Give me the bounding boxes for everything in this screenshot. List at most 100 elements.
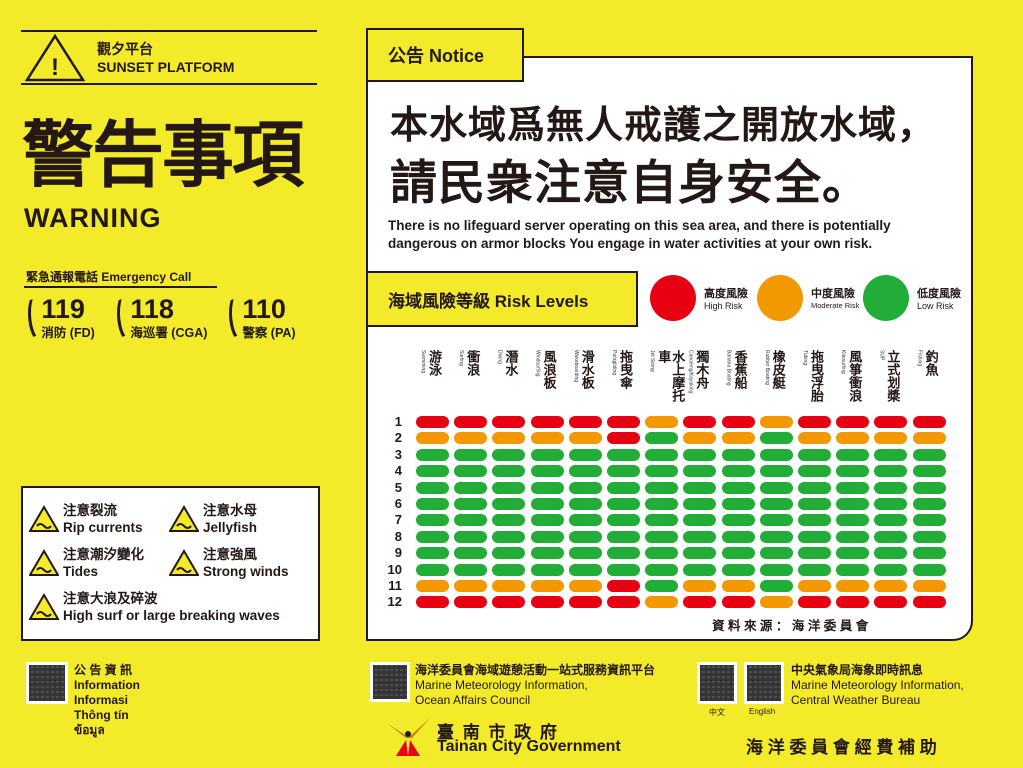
month-label: 4 — [394, 463, 402, 479]
risk-cell — [454, 465, 488, 478]
risk-cell — [759, 416, 793, 428]
risk-cell — [721, 481, 755, 494]
risk-cell — [416, 563, 449, 576]
legend-zh: 低度風險 — [917, 288, 961, 300]
risk-cell — [568, 432, 602, 445]
risk-cell — [530, 547, 564, 560]
phone-label: 警察 (PA) — [242, 326, 296, 340]
emergency-cga[interactable]: (118 海巡署 (CGA) — [113, 293, 207, 341]
activity-header: Kitesurfing 風箏衝浪 — [840, 350, 862, 412]
legend-dot — [863, 275, 909, 321]
risk-cell — [874, 432, 908, 445]
activity-en: Jet Skiing — [649, 350, 656, 372]
risk-cell — [912, 465, 946, 478]
qr-label-zh: 中文 — [709, 708, 725, 717]
hazard-item: 注意裂流 Rip currents — [29, 502, 143, 536]
month-label: 6 — [394, 496, 402, 511]
risk-cell — [798, 416, 831, 428]
risk-cell — [607, 563, 640, 576]
risk-cell — [836, 498, 870, 510]
cwb-info: 中央氣象局海象即時訊息 Marine Meteorology Informatio… — [791, 663, 964, 708]
qr-code-cwb-zh[interactable] — [697, 662, 737, 704]
risk-cell — [836, 563, 870, 576]
qr-code-info[interactable] — [26, 662, 68, 704]
risk-cell — [721, 465, 755, 478]
oac-info: 海洋委員會海域遊憩活動一站式服務資訊平台 Marine Meteorology I… — [415, 663, 655, 708]
risk-cell — [530, 481, 564, 494]
emergency-pa[interactable]: (110 警察 (PA) — [225, 293, 296, 341]
hazard-item: 注意潮汐變化 Tides — [29, 546, 144, 580]
risk-cell — [454, 580, 488, 592]
risk-cell — [912, 596, 946, 609]
activity-zh: 拖曳浮胎 — [809, 350, 824, 402]
risk-cell — [836, 465, 870, 478]
risk-cell — [721, 416, 755, 428]
risk-cell — [568, 580, 602, 592]
legend-en: High Risk — [704, 301, 743, 311]
risk-cell — [836, 448, 870, 461]
risk-cell — [607, 448, 640, 461]
hazard-warning-icon — [169, 549, 199, 576]
activity-zh: 潛水 — [503, 350, 519, 376]
risk-cell — [645, 432, 679, 445]
risk-cell — [645, 580, 679, 592]
notice-line1: 本水域爲無人戒護之開放水域， — [390, 105, 937, 147]
risk-cell — [607, 432, 640, 445]
risk-cell — [568, 481, 602, 494]
risk-cell — [454, 596, 488, 609]
risk-cell — [454, 448, 488, 461]
risk-cell — [607, 596, 640, 609]
qr-code-cwb-en[interactable] — [744, 662, 784, 704]
risk-cell — [912, 432, 946, 445]
risk-cell — [454, 481, 488, 494]
hazard-item: 注意大浪及碎波 High surf or large breaking waves — [29, 590, 280, 624]
risk-cell — [683, 448, 717, 461]
notice-line2: 請民衆注意自身安全。 — [390, 156, 870, 209]
risk-cell — [492, 448, 526, 461]
risk-cell — [798, 448, 831, 461]
risk-cell — [798, 580, 831, 592]
location-zh: 觀夕平台 — [97, 41, 153, 57]
info-en: Information — [74, 678, 140, 692]
risk-cell — [836, 481, 870, 494]
risk-cell — [721, 448, 755, 461]
risk-cell — [645, 547, 679, 560]
legend-zh: 中度風險 — [811, 288, 855, 300]
legend-label: 低度風險 Low Risk — [917, 285, 961, 311]
risk-cell — [492, 416, 526, 428]
activity-zh: 獨木舟 — [694, 350, 710, 389]
hazard-en: High surf or large breaking waves — [63, 608, 280, 623]
activity-zh: 拖曳傘 — [618, 350, 633, 389]
activity-header: Canoeing/Kayaking 獨木舟 — [687, 350, 710, 412]
risk-cell — [798, 547, 831, 560]
risk-cell — [759, 514, 793, 527]
info-zh: 公 告 資 訊 — [74, 663, 133, 677]
risk-cell — [836, 514, 870, 527]
qr-code-oac[interactable] — [370, 662, 410, 702]
emergency-fd[interactable]: (119 消防 (FD) — [24, 293, 95, 341]
risk-cell — [607, 547, 640, 560]
qr-label-en: English — [749, 707, 776, 716]
oac-en1: Marine Meteorology Information, — [415, 678, 588, 692]
risk-cell — [645, 416, 679, 428]
activity-zh: 立式划槳 — [885, 350, 901, 402]
risk-cell — [798, 563, 831, 576]
risk-cell — [454, 530, 488, 543]
risk-cell — [492, 465, 526, 478]
risk-cell — [645, 465, 679, 478]
svg-text:!: ! — [51, 54, 59, 81]
risk-cell — [683, 530, 717, 543]
phone-number: 110 — [242, 294, 286, 324]
risk-cell — [721, 547, 755, 560]
risk-cell — [416, 465, 449, 478]
risk-cell — [798, 530, 831, 543]
risk-cell — [492, 432, 526, 445]
divider — [21, 30, 317, 32]
legend-dot — [757, 275, 803, 321]
risk-cell — [683, 416, 717, 428]
risk-cell — [416, 448, 449, 461]
risk-cell — [607, 416, 640, 428]
legend-label: 高度風險 High Risk — [704, 285, 748, 311]
hazard-item: 注意水母 Jellyfish — [169, 502, 257, 536]
risk-cell — [454, 432, 488, 445]
